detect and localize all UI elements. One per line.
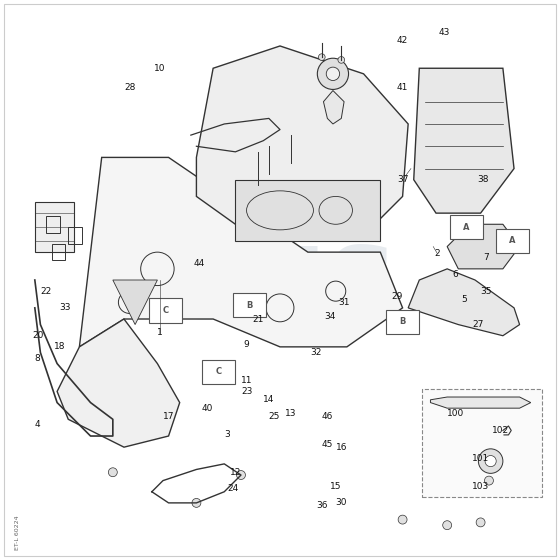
Text: 29: 29 bbox=[391, 292, 403, 301]
Circle shape bbox=[443, 521, 451, 530]
Text: 6: 6 bbox=[452, 270, 459, 279]
Text: 10: 10 bbox=[155, 64, 166, 73]
Text: 1: 1 bbox=[157, 328, 163, 338]
Bar bbox=[52, 244, 66, 260]
Text: 43: 43 bbox=[438, 27, 450, 36]
Text: 35: 35 bbox=[480, 287, 492, 296]
Circle shape bbox=[109, 468, 117, 477]
Circle shape bbox=[266, 294, 294, 322]
Text: 13: 13 bbox=[286, 409, 297, 418]
Text: 9: 9 bbox=[244, 339, 249, 348]
Polygon shape bbox=[235, 180, 380, 241]
Text: 15: 15 bbox=[330, 482, 342, 491]
Circle shape bbox=[326, 67, 339, 81]
Text: 32: 32 bbox=[311, 348, 322, 357]
Text: 45: 45 bbox=[321, 440, 333, 449]
Circle shape bbox=[236, 470, 245, 479]
Bar bbox=[35, 202, 74, 252]
Polygon shape bbox=[113, 280, 157, 325]
Text: 44: 44 bbox=[194, 259, 205, 268]
Text: 20: 20 bbox=[32, 331, 43, 340]
Text: 27: 27 bbox=[472, 320, 483, 329]
Text: 2: 2 bbox=[435, 249, 440, 258]
Text: 8: 8 bbox=[35, 353, 40, 362]
Text: 7: 7 bbox=[483, 253, 489, 262]
Text: 23: 23 bbox=[241, 387, 252, 396]
Text: 102: 102 bbox=[492, 426, 508, 435]
Text: 30: 30 bbox=[335, 498, 347, 507]
Text: 14: 14 bbox=[263, 395, 274, 404]
Text: 36: 36 bbox=[316, 501, 328, 510]
Circle shape bbox=[338, 57, 344, 63]
Text: 34: 34 bbox=[324, 312, 336, 321]
Polygon shape bbox=[80, 157, 403, 347]
Circle shape bbox=[476, 518, 485, 527]
FancyBboxPatch shape bbox=[496, 228, 529, 253]
Circle shape bbox=[118, 291, 141, 314]
Text: 16: 16 bbox=[335, 442, 347, 452]
Text: 25: 25 bbox=[269, 412, 280, 421]
Text: 41: 41 bbox=[397, 83, 408, 92]
Polygon shape bbox=[431, 397, 531, 408]
Polygon shape bbox=[57, 319, 180, 447]
Text: 24: 24 bbox=[227, 484, 238, 493]
Circle shape bbox=[398, 515, 407, 524]
Polygon shape bbox=[324, 91, 344, 124]
Polygon shape bbox=[414, 68, 514, 213]
Text: 103: 103 bbox=[472, 482, 489, 491]
Text: 31: 31 bbox=[338, 298, 350, 307]
Circle shape bbox=[318, 58, 348, 90]
Text: 5: 5 bbox=[461, 295, 466, 304]
Text: 42: 42 bbox=[397, 36, 408, 45]
FancyBboxPatch shape bbox=[233, 293, 266, 318]
FancyBboxPatch shape bbox=[202, 360, 235, 384]
Polygon shape bbox=[447, 224, 520, 269]
Circle shape bbox=[484, 476, 493, 485]
FancyBboxPatch shape bbox=[386, 310, 419, 334]
Text: 21: 21 bbox=[252, 315, 263, 324]
Text: GHS: GHS bbox=[161, 242, 399, 340]
Text: B: B bbox=[399, 318, 406, 326]
Polygon shape bbox=[408, 269, 520, 336]
Text: C: C bbox=[163, 306, 169, 315]
Bar bbox=[68, 227, 82, 244]
Text: 101: 101 bbox=[472, 454, 489, 463]
Circle shape bbox=[141, 252, 174, 286]
Text: A: A bbox=[464, 222, 470, 232]
FancyBboxPatch shape bbox=[450, 215, 483, 239]
Circle shape bbox=[478, 449, 503, 473]
Text: 17: 17 bbox=[163, 412, 174, 421]
Circle shape bbox=[192, 498, 201, 507]
Text: C: C bbox=[216, 367, 222, 376]
Bar bbox=[46, 216, 60, 232]
Text: 4: 4 bbox=[35, 421, 40, 430]
Text: ET-L 60224: ET-L 60224 bbox=[15, 516, 20, 550]
Text: A: A bbox=[509, 236, 516, 245]
FancyBboxPatch shape bbox=[150, 298, 182, 323]
Text: 12: 12 bbox=[230, 468, 241, 477]
Text: 37: 37 bbox=[397, 175, 408, 184]
Text: 3: 3 bbox=[224, 431, 230, 440]
Polygon shape bbox=[197, 46, 408, 241]
Text: 11: 11 bbox=[241, 376, 253, 385]
Text: 100: 100 bbox=[447, 409, 464, 418]
Text: 46: 46 bbox=[321, 412, 333, 421]
Text: 22: 22 bbox=[40, 287, 52, 296]
Circle shape bbox=[319, 54, 325, 60]
Text: 18: 18 bbox=[54, 342, 66, 351]
Circle shape bbox=[326, 281, 346, 301]
Text: 38: 38 bbox=[478, 175, 489, 184]
Text: 40: 40 bbox=[202, 404, 213, 413]
Circle shape bbox=[485, 455, 496, 466]
Text: 33: 33 bbox=[60, 304, 71, 312]
Text: 28: 28 bbox=[124, 83, 135, 92]
Bar bbox=[422, 389, 542, 497]
Text: B: B bbox=[246, 301, 253, 310]
